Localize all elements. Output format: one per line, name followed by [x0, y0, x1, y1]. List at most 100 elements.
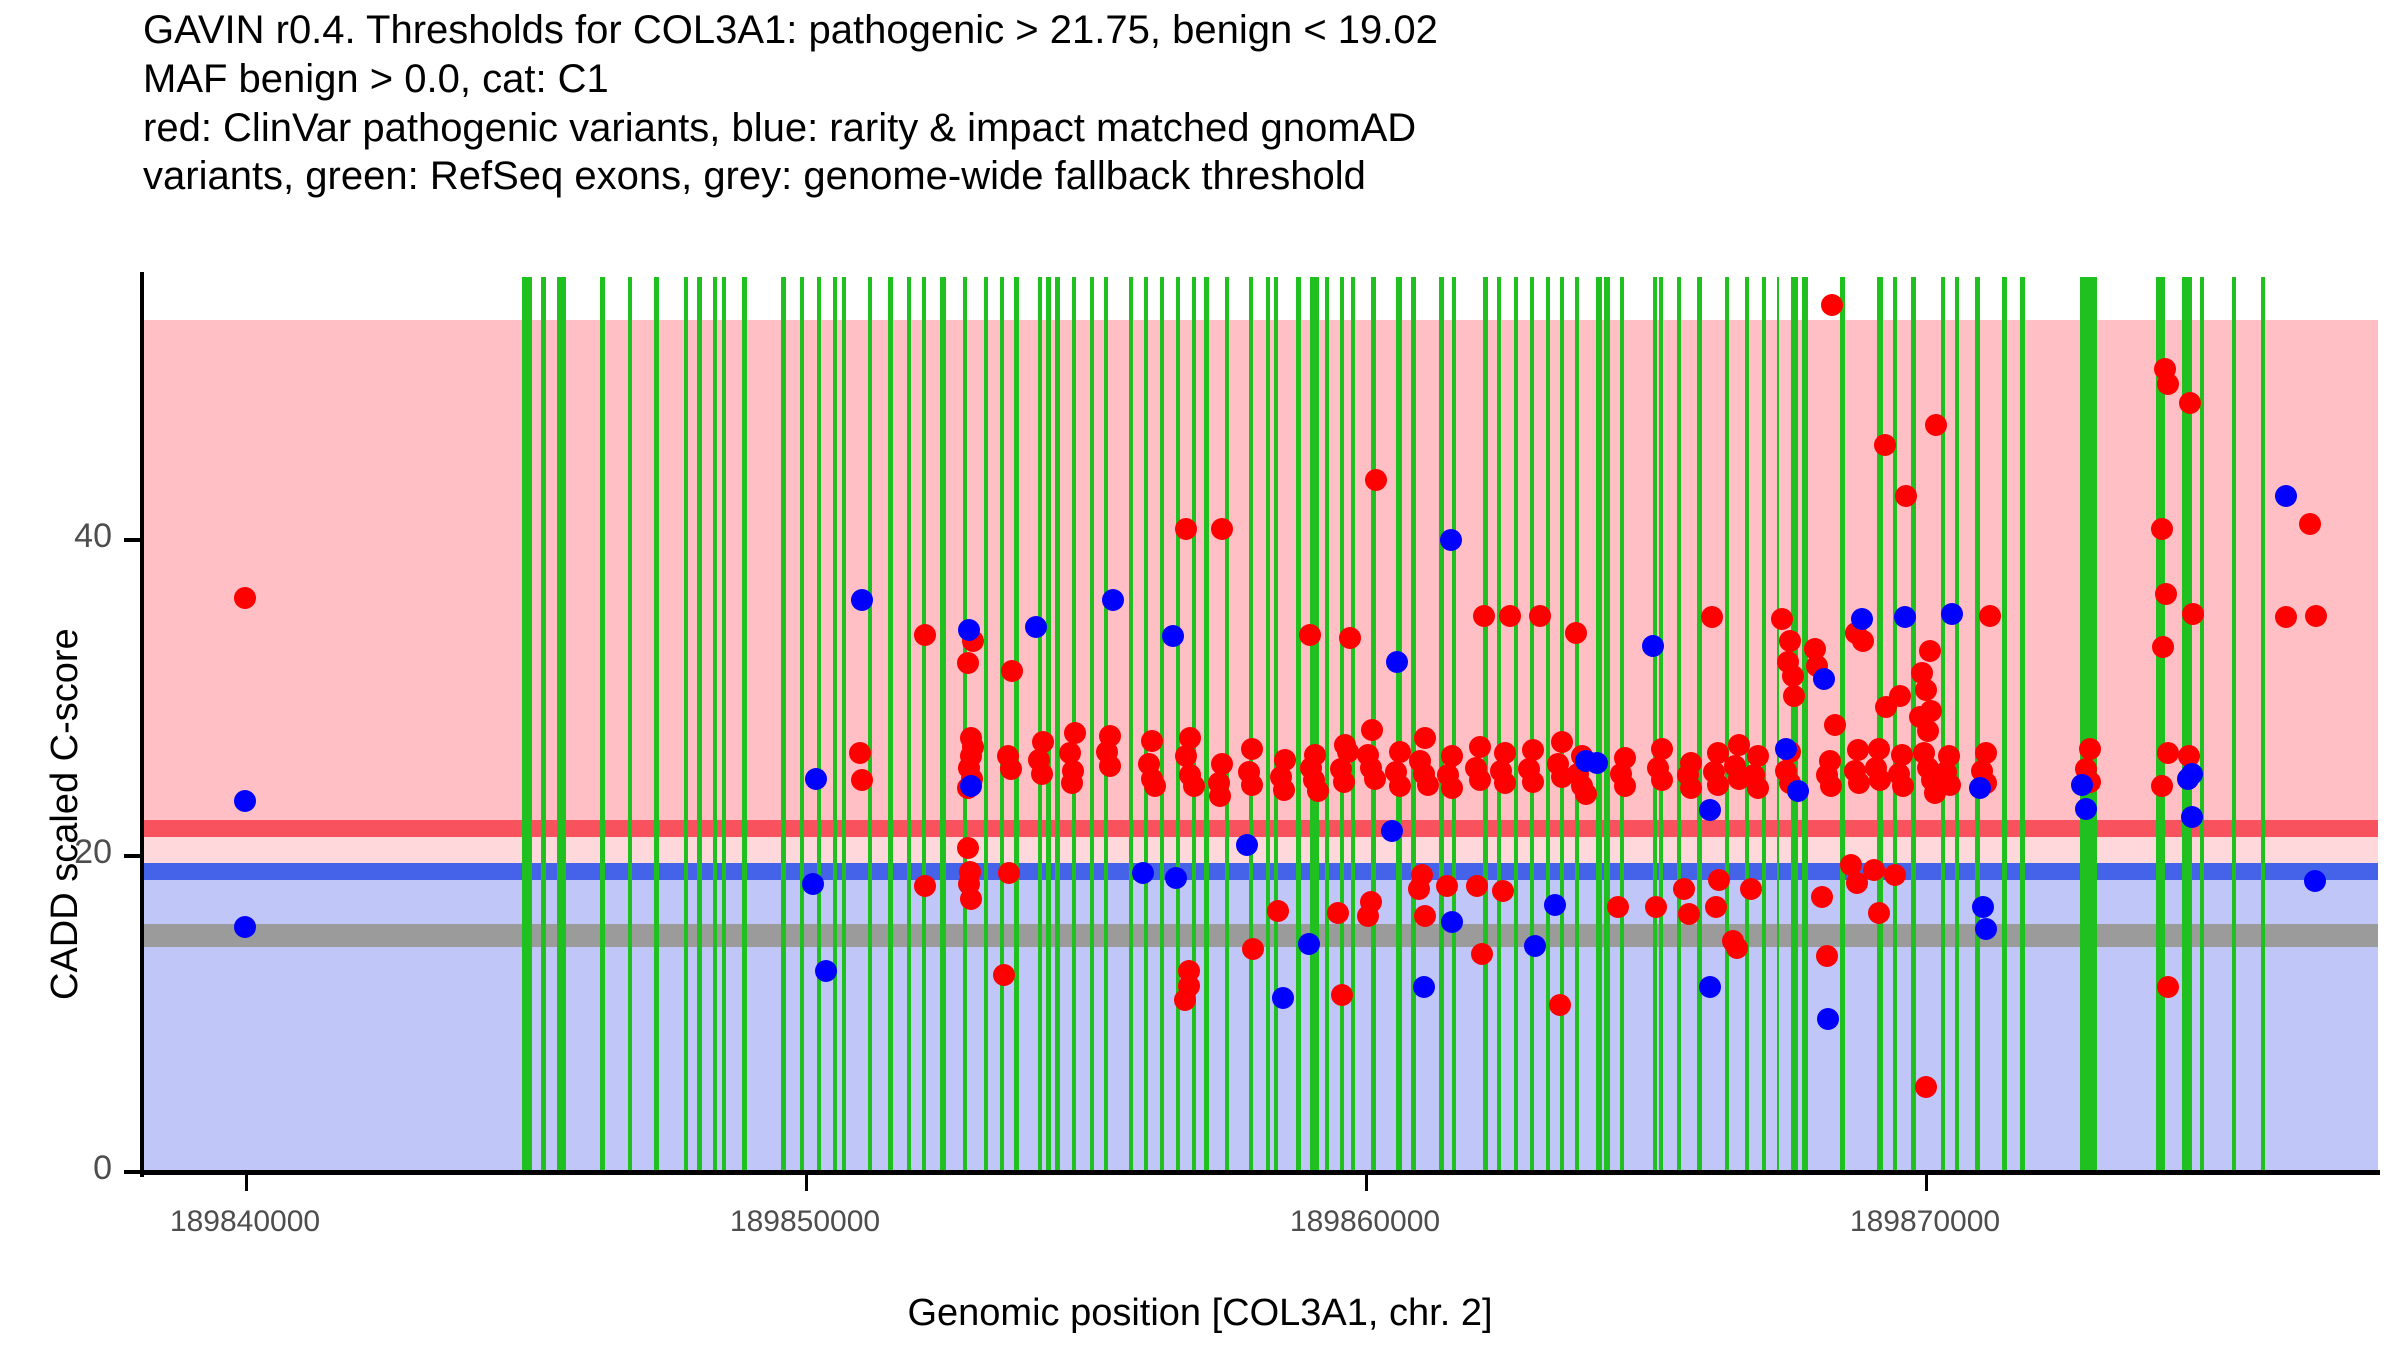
clinvar-variant-point: [1824, 713, 1846, 736]
exon-marker: [963, 277, 967, 1172]
exon-marker: [2002, 277, 2007, 1172]
gnomad-variant-point: [1642, 634, 1664, 657]
exon-marker: [1941, 277, 1945, 1172]
y-axis-label: CADD scaled C-score: [44, 628, 86, 1000]
clinvar-variant-point: [1357, 905, 1379, 928]
exon-marker: [2232, 277, 2236, 1172]
clinvar-variant-point: [2155, 582, 2177, 605]
exon-marker: [868, 277, 872, 1172]
clinvar-variant-point: [1811, 886, 1833, 909]
exon-marker: [522, 277, 532, 1172]
clinvar-variant-point: [1846, 871, 1868, 894]
clinvar-variant-point: [1331, 984, 1353, 1007]
gnomad-variant-point: [1025, 615, 1047, 638]
x-tick-label: 189870000: [1849, 1205, 2001, 1238]
clinvar-variant-point: [1607, 895, 1629, 918]
exon-marker: [1452, 277, 1456, 1172]
exon-marker: [842, 277, 846, 1172]
clinvar-variant-point: [1499, 604, 1521, 627]
gnomad-variant-point: [1102, 589, 1124, 612]
gnomad-variant-point: [1699, 799, 1721, 822]
clinvar-variant-point: [993, 963, 1015, 986]
clinvar-variant-point: [1408, 878, 1430, 901]
clinvar-variant-point: [2151, 775, 2173, 798]
clinvar-variant-point: [1339, 626, 1361, 649]
clinvar-variant-point: [1242, 938, 1264, 961]
clinvar-variant-point: [1469, 769, 1491, 792]
exon-marker: [541, 277, 546, 1172]
exon-marker: [800, 277, 804, 1172]
pathogenic-threshold-line: [143, 819, 2378, 838]
ambiguous-region-band: [143, 837, 2378, 864]
clinvar-variant-point: [960, 887, 982, 910]
clinvar-variant-point: [914, 875, 936, 898]
gnomad-variant-point: [2181, 805, 2203, 828]
clinvar-variant-point: [1441, 745, 1463, 768]
clinvar-variant-point: [1141, 729, 1163, 752]
x-tick-label: 189860000: [1289, 1205, 1441, 1238]
clinvar-variant-point: [1414, 905, 1436, 928]
clinvar-variant-point: [1241, 737, 1263, 760]
exon-marker: [1204, 277, 1209, 1172]
gnomad-variant-point: [1975, 917, 1997, 940]
clinvar-variant-point: [1708, 868, 1730, 891]
gnomad-variant-point: [805, 767, 827, 790]
gnomad-variant-point: [234, 916, 256, 939]
clinvar-variant-point: [1701, 606, 1723, 629]
clinvar-variant-point: [1273, 778, 1295, 801]
clinvar-variant-point: [1436, 875, 1458, 898]
clinvar-variant-point: [1920, 699, 1942, 722]
exon-marker: [1225, 277, 1229, 1172]
clinvar-variant-point: [1211, 517, 1233, 540]
clinvar-variant-point: [1678, 903, 1700, 926]
clinvar-variant-point: [851, 769, 873, 792]
clinvar-variant-point: [1551, 731, 1573, 754]
clinvar-variant-point: [1847, 739, 1869, 762]
exon-marker: [984, 277, 988, 1172]
exon-marker: [817, 277, 821, 1172]
clinvar-variant-point: [2157, 976, 2179, 999]
gnomad-variant-point: [2075, 797, 2097, 820]
clinvar-variant-point: [1645, 895, 1667, 918]
exon-marker: [2156, 277, 2165, 1172]
exon-marker: [1000, 277, 1004, 1172]
clinvar-variant-point: [1820, 775, 1842, 798]
clinvar-variant-point: [1333, 770, 1355, 793]
x-tick-label: 189840000: [169, 1205, 321, 1238]
clinvar-variant-point: [1673, 878, 1695, 901]
exon-marker: [1791, 277, 1798, 1172]
clinvar-variant-point: [2182, 603, 2204, 626]
clinvar-variant-point: [1032, 731, 1054, 754]
clinvar-variant-point: [1884, 863, 1906, 886]
clinvar-variant-point: [1001, 660, 1023, 683]
clinvar-variant-point: [1099, 754, 1121, 777]
gnomad-variant-point: [2275, 484, 2297, 507]
y-tick-label: 0: [93, 1149, 112, 1187]
y-tick-label: 20: [74, 833, 112, 871]
exon-marker: [1160, 277, 1164, 1172]
exon-marker: [907, 277, 911, 1172]
clinvar-variant-point: [1892, 775, 1914, 798]
clinvar-variant-point: [1473, 604, 1495, 627]
gnomad-variant-point: [960, 775, 982, 798]
gnomad-variant-point: [2071, 773, 2093, 796]
exon-marker: [1697, 277, 1702, 1172]
gnomad-variant-point: [958, 619, 980, 642]
clinvar-variant-point: [1492, 879, 1514, 902]
exon-marker: [833, 277, 837, 1172]
exon-marker: [1090, 277, 1094, 1172]
exon-marker: [628, 277, 632, 1172]
clinvar-variant-point: [957, 652, 979, 675]
clinvar-variant-point: [1466, 875, 1488, 898]
exon-marker: [1677, 277, 1681, 1172]
gnomad-variant-point: [1236, 833, 1258, 856]
clinvar-variant-point: [914, 623, 936, 646]
exon-marker: [1560, 277, 1564, 1172]
clinvar-variant-point: [2079, 737, 2101, 760]
clinvar-variant-point: [2157, 372, 2179, 395]
x-axis-line: [140, 1170, 2380, 1175]
exon-marker: [2182, 277, 2192, 1172]
clinvar-variant-point: [1925, 413, 1947, 436]
gnomad-variant-point: [1381, 819, 1403, 842]
exon-marker: [722, 277, 726, 1172]
